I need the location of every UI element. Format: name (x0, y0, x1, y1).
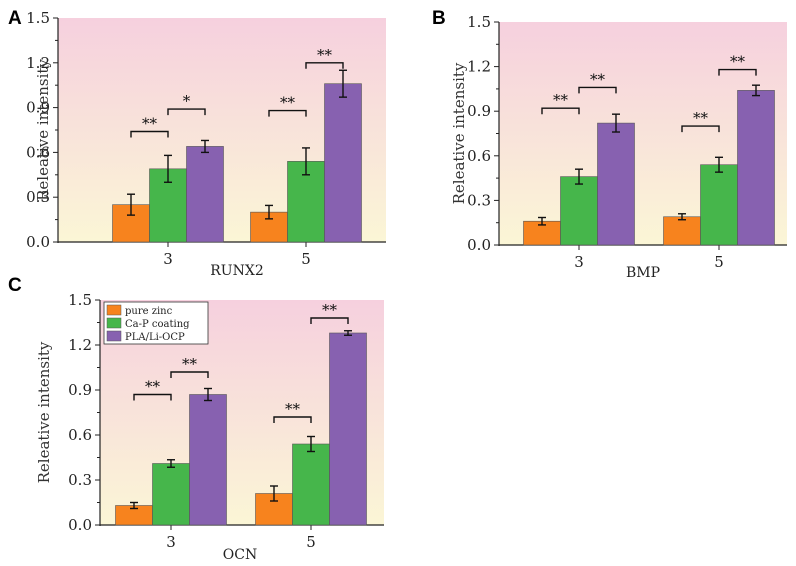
significance-bracket (268, 109, 307, 117)
y-tick-label: 0.6 (467, 147, 491, 165)
y-tick-label: 0.0 (467, 236, 491, 254)
significance-label: ** (317, 46, 333, 64)
y-tick-label: 0.9 (68, 381, 92, 399)
bar-ca-p-coating (560, 176, 598, 246)
x-axis-title: BMP (626, 265, 660, 281)
legend-entry-label: PLA/Li-OCP (125, 332, 185, 343)
legend-entry-label: Ca-P coating (125, 319, 190, 330)
significance-bracket (305, 62, 344, 69)
significance-label: ** (322, 301, 338, 319)
significance-label: ** (730, 53, 746, 71)
y-tick-label: 0.6 (26, 143, 50, 161)
panel-c-chart: C 0.0 0.3 0.6 0.9 1.2 1.5 Releative intensity 3 5… (8, 275, 384, 563)
legend-swatch-ca-p-coating (106, 317, 122, 329)
legend-entry-label: pure zinc (125, 306, 173, 317)
significance-bracket (130, 130, 169, 138)
y-tick-label: 1.5 (68, 291, 92, 309)
significance-bracket (681, 125, 720, 133)
x-category-label: 5 (306, 533, 316, 551)
panel-letter: A (8, 8, 22, 29)
panel-letter: C (8, 275, 22, 296)
legend: pure zinc Ca-P coating PLA/Li-OCP (103, 301, 209, 345)
legend-swatch-pure-zinc (106, 304, 122, 316)
y-tick-label: 0.9 (26, 99, 50, 117)
bar-pla-li-ocp (324, 83, 362, 243)
legend-box (103, 301, 209, 345)
bar-pla-li-ocp (597, 122, 635, 246)
y-tick-label: 0.3 (26, 188, 50, 206)
significance-label: ** (285, 400, 301, 418)
x-axis-title: OCN (223, 547, 257, 563)
significance-bracket (578, 86, 617, 94)
panel-a-chart: A 0.0 0.3 0.6 0.9 1.2 1.5 Releative intensity 3 5… (8, 8, 386, 279)
bar-ca-p-coating (152, 463, 190, 526)
x-category-label: 3 (166, 533, 176, 551)
y-tick-label: 1.2 (68, 336, 92, 354)
significance-bracket (273, 416, 312, 423)
significance-bracket (541, 107, 580, 115)
y-tick-label: 0.0 (68, 516, 92, 534)
y-axis-title: Releative intensity (34, 59, 52, 201)
x-category-label: 3 (574, 253, 584, 271)
y-tick-label: 0.3 (68, 471, 92, 489)
bar-pla-li-ocp (186, 146, 224, 243)
bar-pure-zinc (663, 216, 701, 246)
bar-pla-li-ocp (329, 332, 367, 526)
y-axis-title: Releative intensity (450, 62, 468, 204)
bar-pla-li-ocp (737, 90, 775, 246)
significance-label: ** (553, 91, 569, 109)
x-axis-title: RUNX2 (210, 263, 263, 279)
significance-label: ** (145, 378, 161, 396)
y-tick-label: 1.2 (26, 54, 50, 72)
y-tick-label: 1.5 (26, 9, 50, 27)
x-category-label: 3 (163, 250, 173, 268)
x-category-label: 5 (714, 253, 724, 271)
significance-label: * (183, 92, 191, 110)
significance-label: ** (182, 355, 198, 373)
bar-ca-p-coating (292, 443, 330, 526)
panel-letter: B (432, 8, 446, 29)
x-category-label: 5 (301, 250, 311, 268)
significance-bracket (310, 317, 349, 324)
y-axis-title: Releative intensity (35, 341, 53, 483)
significance-bracket (718, 68, 757, 76)
y-tick-label: 0.3 (467, 191, 491, 209)
significance-bracket (133, 393, 172, 401)
significance-label: ** (693, 109, 709, 127)
bar-pla-li-ocp (189, 394, 227, 526)
significance-bracket (170, 371, 209, 378)
y-tick-label: 0.9 (467, 102, 491, 120)
significance-label: ** (142, 114, 158, 132)
significance-label: ** (280, 94, 296, 112)
y-tick-label: 1.2 (467, 58, 491, 76)
y-tick-label: 1.5 (467, 13, 491, 31)
significance-label: ** (590, 70, 606, 88)
y-tick-label: 0.6 (68, 426, 92, 444)
significance-bracket (167, 108, 206, 116)
y-tick-label: 0.0 (26, 233, 50, 251)
bar-ca-p-coating (700, 164, 738, 246)
panel-b-chart: B 0.0 0.3 0.6 0.9 1.2 1.5 Releative intensity 3 5… (432, 8, 787, 281)
legend-swatch-pla-li-ocp (106, 330, 122, 342)
